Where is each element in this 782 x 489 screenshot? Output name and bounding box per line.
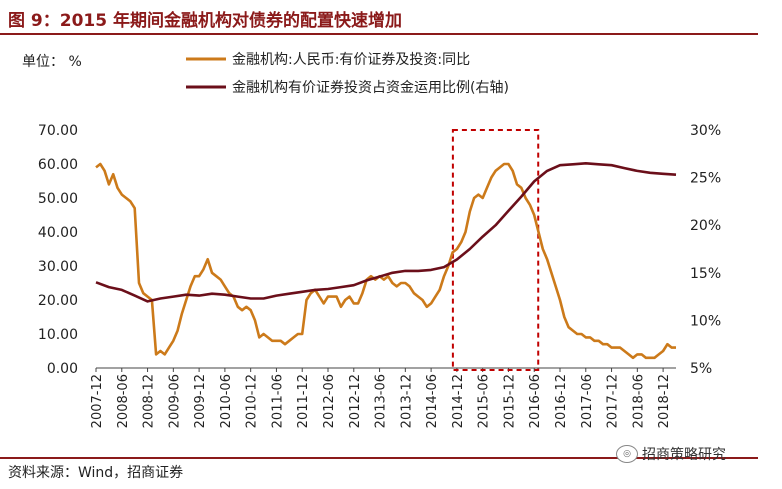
x-tick-label: 2018-12	[657, 374, 672, 428]
y-right-tick-label: 20%	[690, 218, 721, 234]
y-right-tick-label: 5%	[690, 361, 712, 377]
wechat-icon: ◎	[616, 445, 638, 463]
x-tick-label: 2015-06	[477, 374, 492, 428]
x-tick-label: 2014-06	[425, 374, 440, 428]
x-tick-label: 2017-06	[580, 374, 595, 428]
figure-title: 图 9：2015 年期间金融机构对债券的配置快速增加	[8, 11, 402, 31]
x-tick-label: 2012-12	[348, 374, 363, 428]
legend-label-0: 金融机构:人民币:有价证券及投资:同比	[232, 52, 470, 68]
x-tick-label: 2013-06	[374, 374, 389, 428]
y-right-tick-label: 15%	[690, 266, 721, 282]
x-tick-label: 2013-12	[399, 374, 414, 428]
x-tick-label: 2009-12	[193, 374, 208, 428]
y-left-tick-label: 0.00	[47, 361, 78, 377]
x-tick-label: 2016-06	[528, 374, 543, 428]
x-tick-label: 2010-06	[219, 374, 234, 428]
x-tick-label: 2017-12	[606, 374, 621, 428]
series-line-0	[95, 162, 676, 360]
x-tick-label: 2008-12	[142, 374, 157, 428]
x-tick-label: 2011-12	[296, 374, 311, 428]
watermark-text: 招商策略研究	[642, 447, 726, 463]
x-tick-label: 2014-12	[451, 374, 466, 428]
x-tick-label: 2007-12	[90, 374, 105, 428]
unit-label: 单位： %	[22, 54, 82, 70]
x-tick-label: 2009-06	[167, 374, 182, 428]
x-tick-label: 2015-12	[502, 374, 517, 428]
legend-label-1: 金融机构有价证券投资占资金运用比例(右轴)	[232, 80, 509, 96]
title-rule	[0, 33, 758, 35]
highlight-box	[451, 129, 540, 371]
y-left-tick-label: 40.00	[38, 225, 78, 241]
footer-rule	[0, 457, 758, 459]
x-tick-label: 2016-12	[554, 374, 569, 428]
y-left-tick-label: 60.00	[38, 157, 78, 173]
x-tick-label: 2011-06	[270, 374, 285, 428]
y-left-tick-label: 20.00	[38, 293, 78, 309]
y-left-tick-label: 70.00	[38, 123, 78, 139]
source-note: 资料来源：Wind，招商证券	[8, 465, 184, 481]
watermark: ◎ 招商策略研究	[616, 444, 726, 464]
x-tick-label: 2008-06	[116, 374, 131, 428]
x-tick-label: 2010-12	[245, 374, 260, 428]
x-tick-label: 2018-06	[631, 374, 646, 428]
y-right-tick-label: 30%	[690, 123, 721, 139]
series-line-1	[95, 162, 677, 303]
y-left-tick-label: 10.00	[38, 327, 78, 343]
y-right-tick-label: 10%	[690, 313, 721, 329]
x-tick-label: 2012-06	[322, 374, 337, 428]
y-left-tick-label: 50.00	[38, 191, 78, 207]
y-left-tick-label: 30.00	[38, 259, 78, 275]
y-right-tick-label: 25%	[690, 171, 721, 187]
